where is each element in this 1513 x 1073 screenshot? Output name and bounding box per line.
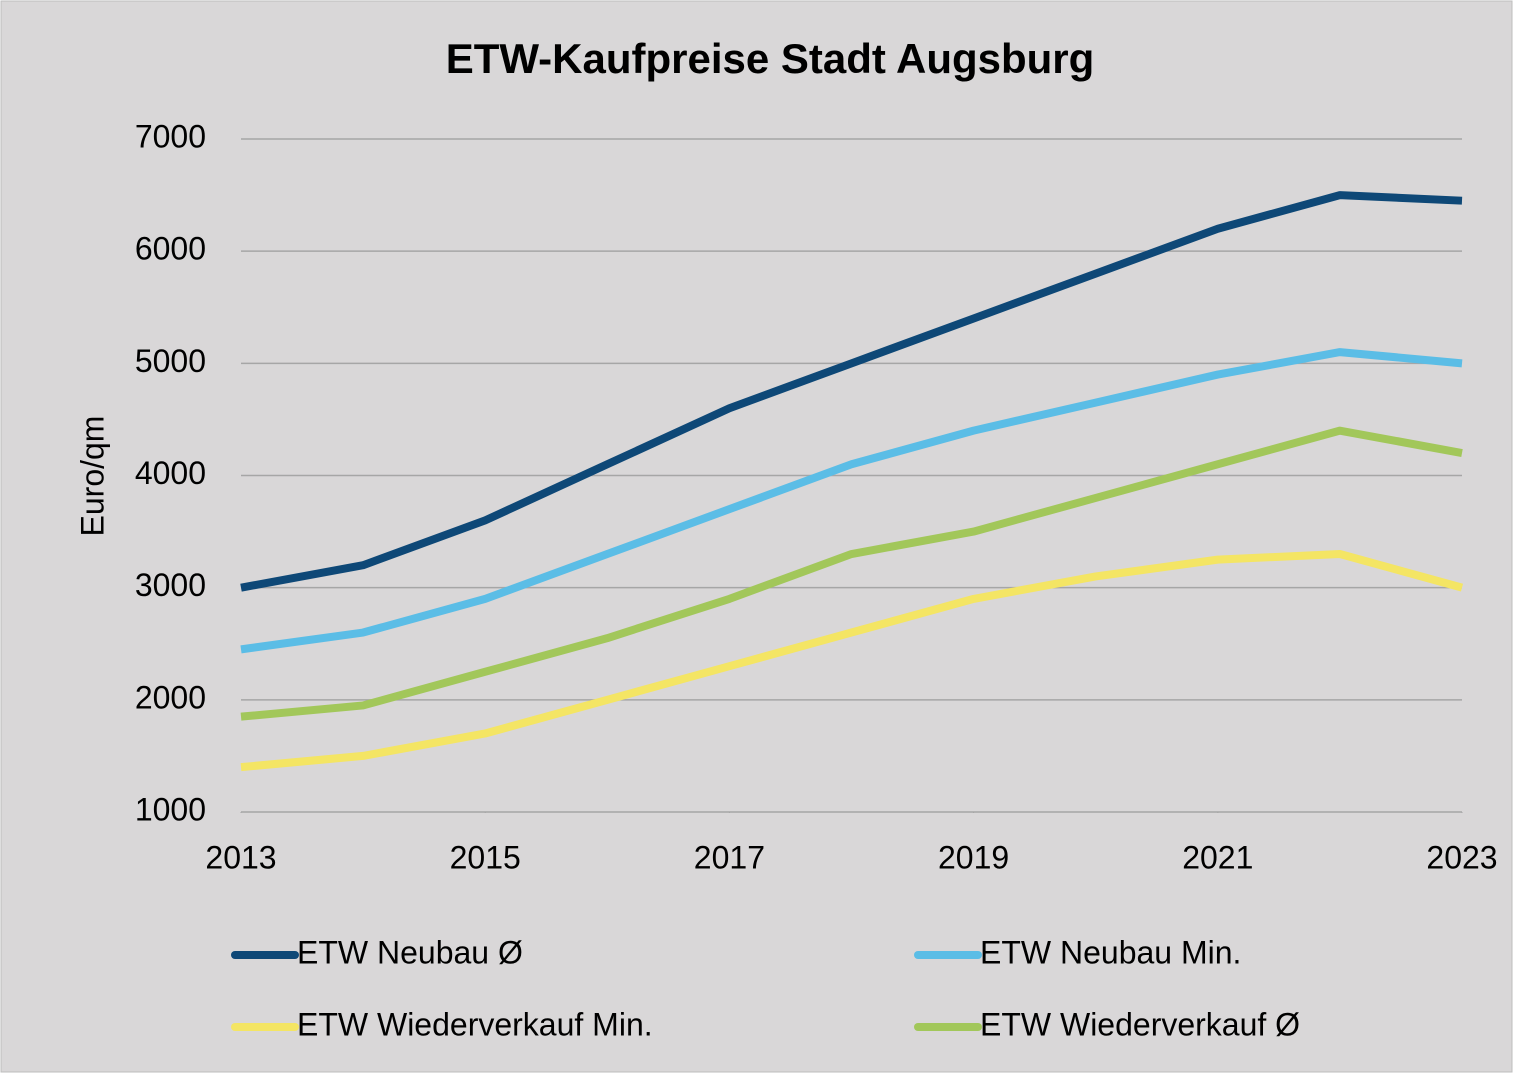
- y-tick-label: 3000: [135, 567, 206, 603]
- x-tick-label: 2017: [694, 839, 765, 875]
- series-line: [240, 426, 1463, 721]
- legend-label: ETW Wiederverkauf Min.: [297, 1006, 653, 1042]
- x-tick-label: 2015: [450, 839, 521, 875]
- chart-title: ETW-Kaufpreise Stadt Augsburg: [446, 35, 1095, 82]
- x-tick-label: 2013: [205, 839, 276, 875]
- y-tick-label: 2000: [135, 679, 206, 715]
- legend-label: ETW Neubau Ø: [297, 934, 523, 970]
- y-tick-label: 4000: [135, 455, 206, 491]
- x-tick-label: 2021: [1182, 839, 1253, 875]
- y-axis-label: Euro/qm: [74, 416, 110, 537]
- series-line: [240, 550, 1464, 772]
- series-line: [240, 348, 1463, 654]
- y-tick-label: 6000: [135, 231, 206, 267]
- x-tick-label: 2023: [1426, 839, 1497, 875]
- x-tick-label: 2019: [938, 839, 1009, 875]
- legend-label: ETW Neubau Min.: [980, 934, 1241, 970]
- series-line: [240, 191, 1463, 592]
- y-tick-label: 7000: [135, 118, 206, 154]
- y-tick-label: 1000: [135, 791, 206, 827]
- y-tick-label: 5000: [135, 343, 206, 379]
- legend-label: ETW Wiederverkauf Ø: [980, 1006, 1300, 1042]
